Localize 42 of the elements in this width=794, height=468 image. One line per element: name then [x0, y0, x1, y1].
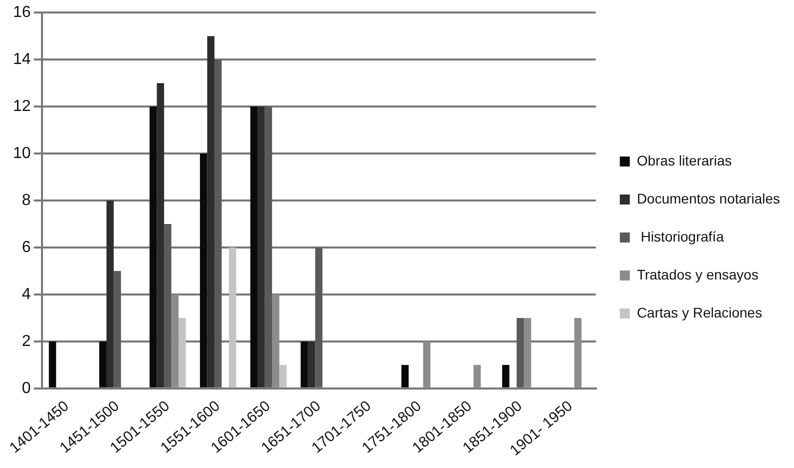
bar — [574, 318, 582, 388]
legend-label: Cartas y Relaciones — [636, 304, 762, 320]
bar — [423, 341, 430, 388]
bar — [258, 106, 265, 388]
legend-label: Documentos notariales — [636, 190, 780, 206]
legend-label: Obras literarias — [636, 152, 732, 168]
bar — [279, 364, 287, 388]
y-tick-label: 16 — [13, 4, 31, 22]
bar — [171, 294, 179, 388]
y-tick-label: 6 — [22, 238, 31, 256]
y-tick-label: 4 — [22, 286, 31, 303]
bar — [106, 200, 114, 388]
bar — [300, 341, 308, 388]
y-tick-label: 10 — [13, 144, 31, 162]
legend-label: Historiografía — [636, 228, 724, 244]
bar — [200, 154, 208, 388]
y-tick-label: 8 — [22, 192, 31, 209]
bar — [401, 364, 409, 388]
bar — [502, 364, 510, 388]
bar — [207, 36, 214, 388]
bar — [214, 60, 222, 388]
bar — [250, 106, 258, 388]
bar — [524, 318, 532, 388]
bar — [150, 106, 157, 388]
y-tick-label: 12 — [13, 98, 31, 115]
bar — [308, 341, 316, 388]
bar — [156, 83, 164, 388]
bar — [48, 341, 56, 388]
bar — [228, 247, 236, 388]
y-tick-label: 14 — [13, 50, 31, 68]
bar — [474, 364, 481, 388]
bar — [264, 106, 272, 388]
bar — [114, 270, 121, 388]
legend-label: Tratados y ensayos — [636, 266, 758, 282]
y-tick-label: 2 — [22, 332, 31, 350]
bar — [272, 294, 280, 388]
bar — [164, 224, 172, 388]
bar — [178, 318, 186, 388]
bar — [99, 341, 106, 388]
bar — [315, 247, 322, 388]
bar — [516, 318, 524, 388]
y-tick-label: 0 — [22, 380, 31, 397]
